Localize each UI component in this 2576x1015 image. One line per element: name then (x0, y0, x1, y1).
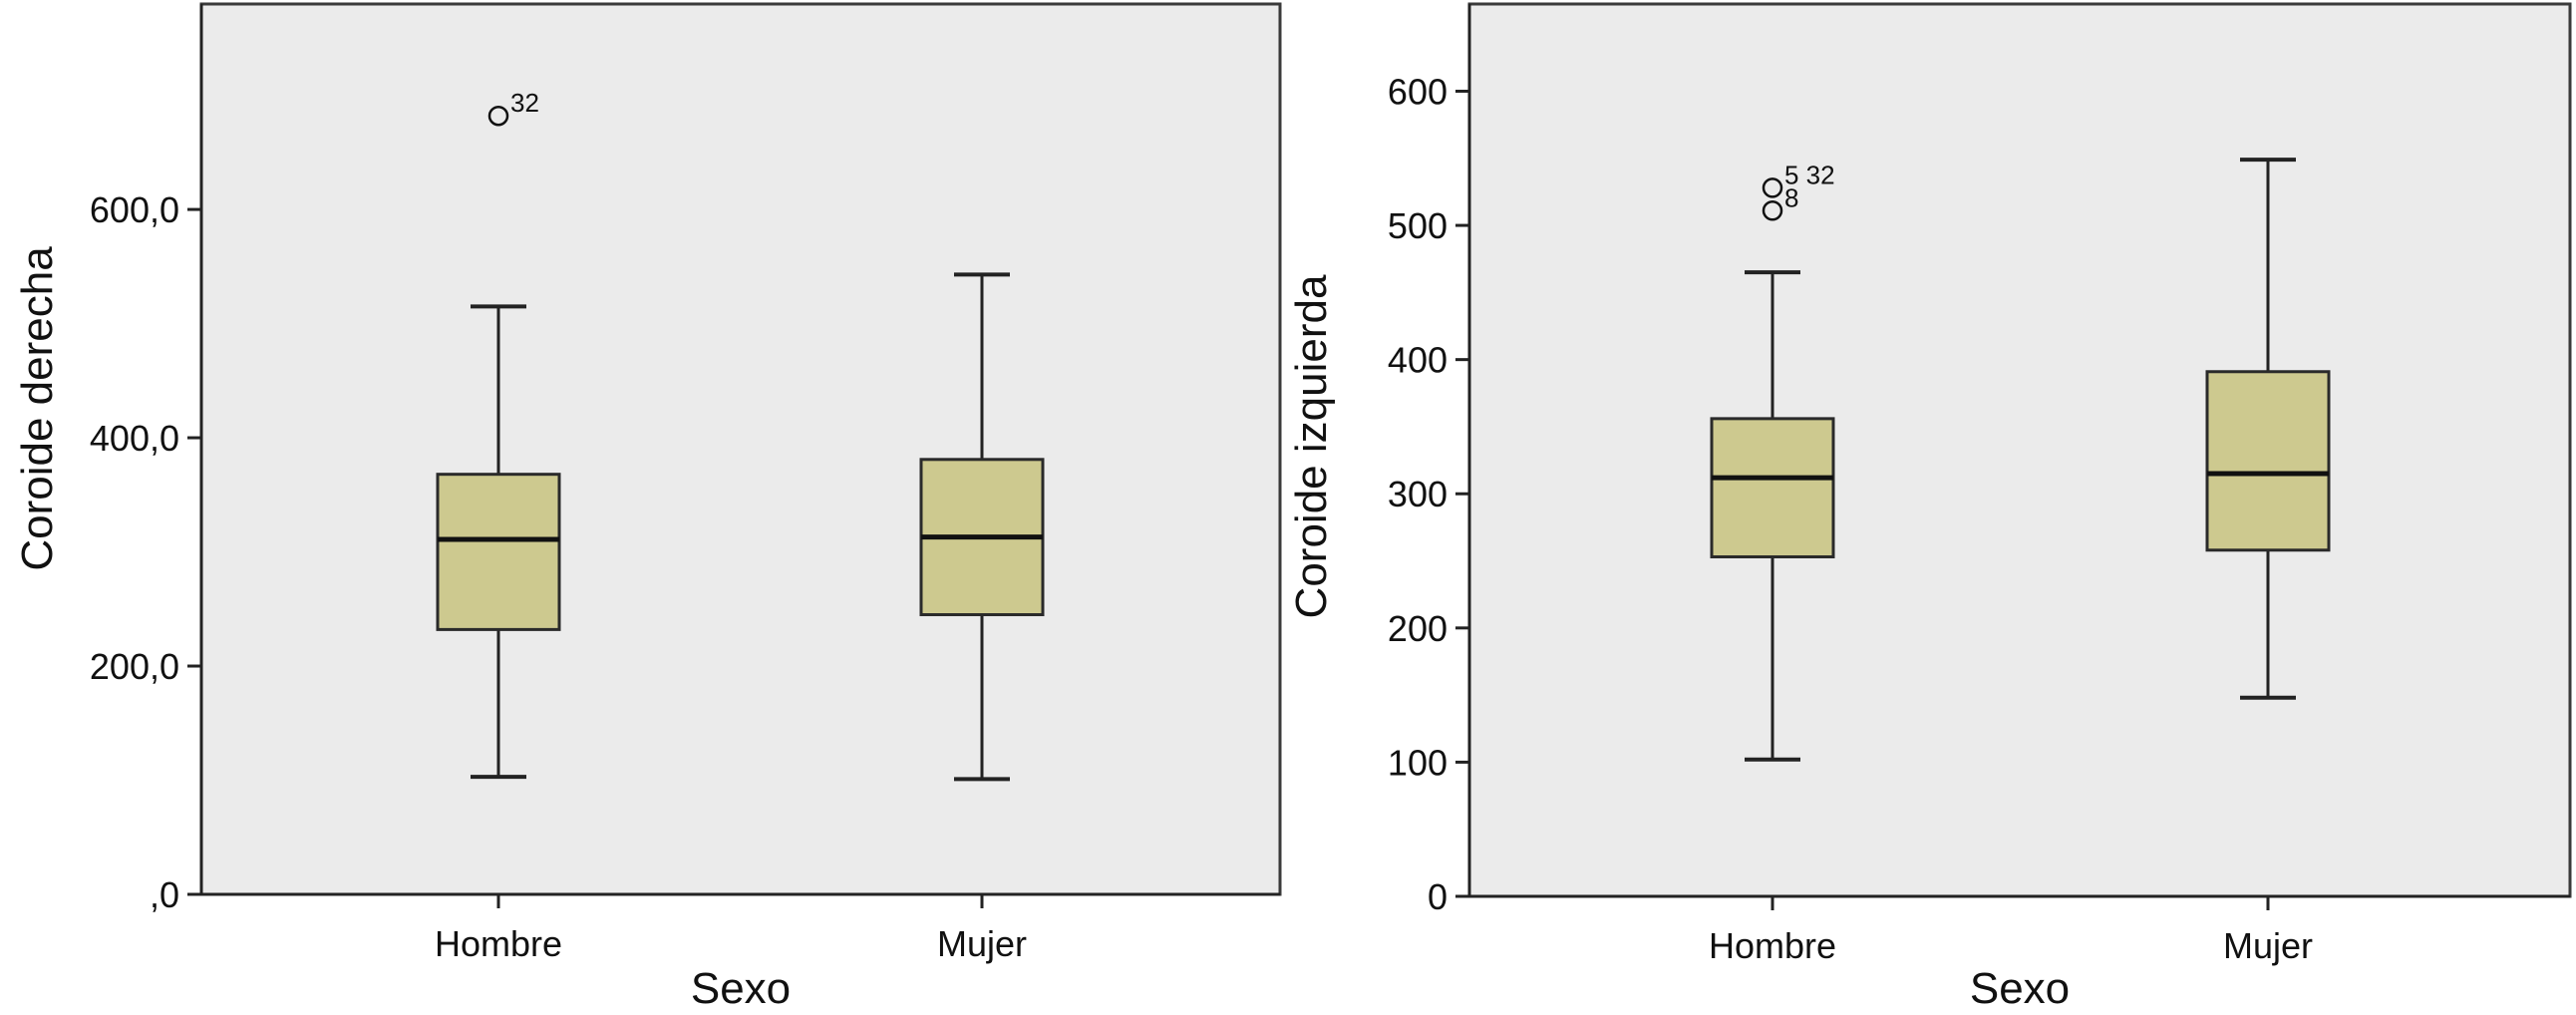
chart-panel-1: ,0 200,0 400,0 600,0 Hombre Mujer Sexo Coroide … (13, 2, 1282, 1013)
plot-area (1467, 2, 2572, 898)
y-tick-label: 200 (1388, 608, 1448, 649)
x-tick-label: Hombre (435, 923, 562, 964)
x-axis-label: Sexo (1970, 964, 2070, 1013)
outlier-point (1762, 200, 1783, 221)
y-tick-label: 300 (1388, 474, 1448, 514)
y-tick-label: 200,0 (90, 646, 179, 687)
y-tick-label: 500 (1388, 205, 1448, 246)
plot-area (199, 2, 1282, 896)
iqr-box (2205, 370, 2331, 552)
chart-panel-2: 0 100 200 300 400 500 600 Hombre Mujer Sexo Coroid… (1287, 2, 2572, 1013)
y-axis-label: Coroide derecha (13, 246, 62, 571)
y-tick-label: ,0 (150, 874, 179, 915)
outlier-label: 5 32 (1784, 160, 1835, 189)
y-tick-label: 100 (1388, 742, 1448, 783)
y-tick-label: 600 (1388, 71, 1448, 112)
iqr-box (436, 473, 561, 631)
outlier-point (1762, 177, 1783, 198)
box-group-hombre (436, 304, 561, 780)
x-tick-label: Hombre (1709, 925, 1836, 966)
box-group-hombre (1710, 270, 1835, 762)
x-tick-label: Mujer (2223, 925, 2313, 966)
y-tick-label: 400 (1388, 340, 1448, 381)
outlier-label: 32 (510, 88, 539, 118)
box-group-mujer (2205, 158, 2331, 700)
y-tick-label: 600,0 (90, 189, 179, 230)
x-tick-label: Mujer (937, 923, 1027, 964)
x-axis-label: Sexo (691, 964, 791, 1013)
box-group-mujer (919, 272, 1045, 782)
outlier-point (487, 105, 509, 127)
iqr-box (1710, 417, 1835, 558)
y-axis-label: Coroide izquierda (1287, 274, 1336, 618)
y-tick-label: 400,0 (90, 418, 179, 459)
y-tick-label: 0 (1428, 876, 1448, 917)
outlier-label: 8 (1784, 182, 1798, 212)
